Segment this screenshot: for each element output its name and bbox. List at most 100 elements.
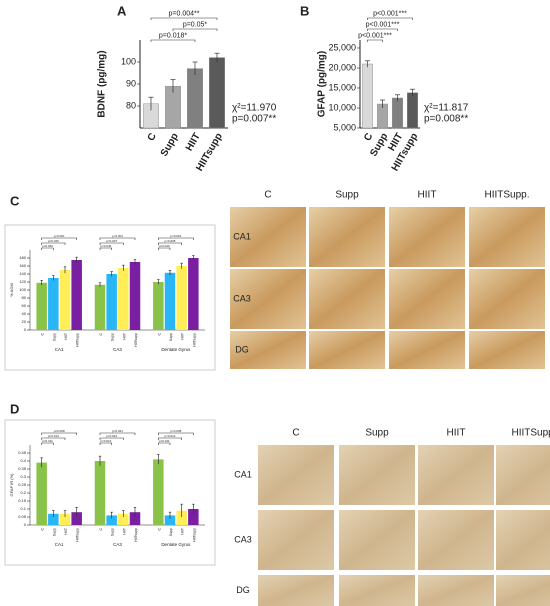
x-tick-label: C	[146, 131, 159, 143]
y-axis-label: GFAP IR (%)	[9, 473, 14, 497]
significance-bracket	[41, 237, 77, 240]
annotation: p=0.040	[159, 244, 170, 248]
row-label: DG	[236, 585, 250, 595]
x-tick-label: C	[99, 528, 103, 531]
y-tick-label: 0.3	[20, 474, 26, 479]
micrograph	[309, 331, 385, 369]
significance-bracket	[158, 242, 182, 245]
y-tick-label: 80	[22, 295, 27, 300]
annotation: p<0.001	[112, 234, 123, 238]
significance-bracket	[41, 242, 66, 245]
row-label: CA1	[233, 231, 251, 241]
bar	[59, 513, 71, 525]
panel-label: A	[117, 3, 127, 18]
significance-bracket	[158, 442, 171, 445]
micrograph	[389, 207, 465, 267]
annotation: p=0.011	[159, 439, 170, 443]
annotation: p<0.001***	[366, 22, 400, 29]
x-tick-label: Supp	[52, 528, 56, 536]
y-axis-label: % AOM	[9, 283, 14, 297]
bar	[153, 282, 164, 330]
column-label: HIIT	[447, 428, 466, 439]
bar	[187, 68, 203, 129]
bar	[164, 515, 176, 525]
significance-bracket	[41, 247, 54, 250]
x-tick-label: HIITsupp	[134, 528, 138, 542]
y-tick-label: 0.2	[20, 490, 26, 495]
significance-bracket	[172, 28, 218, 31]
micrograph	[389, 331, 465, 369]
significance-bracket	[99, 437, 124, 440]
bar	[188, 258, 199, 330]
y-axis-label: GFAP (pg/mg)	[317, 51, 328, 117]
bar	[362, 63, 373, 129]
bar	[94, 461, 106, 525]
y-tick-label: 15,000	[328, 82, 356, 92]
micrograph	[258, 510, 334, 570]
column-label: Supp	[335, 190, 359, 201]
y-tick-label: 100	[19, 287, 26, 292]
x-tick-label: HIIT	[64, 527, 68, 534]
y-tick-label: 0	[24, 522, 27, 527]
bar	[176, 266, 187, 330]
x-tick-label: HIIT	[181, 332, 185, 339]
x-tick-label: Supp	[111, 333, 115, 341]
bar	[71, 260, 82, 330]
row-label: DG	[235, 344, 249, 354]
panel-label: B	[300, 3, 309, 18]
x-tick-label: Supp	[159, 131, 181, 158]
x-tick-label: Supp	[52, 333, 56, 341]
x-tick-label: Supp	[169, 333, 173, 341]
y-tick-label: 0.25	[18, 482, 27, 487]
annotation: p=0.013	[100, 439, 111, 443]
annotation: p=0.024	[106, 434, 117, 438]
x-tick-label: HIIT	[122, 527, 126, 534]
bar	[209, 57, 225, 129]
stat-text: p=0.008**	[424, 114, 468, 125]
significance-bracket	[41, 442, 54, 445]
column-label: C	[292, 428, 299, 439]
group-label: CA1	[55, 542, 64, 547]
x-tick-label: C	[157, 333, 161, 336]
y-tick-label: 140	[19, 271, 26, 276]
bar	[176, 510, 187, 525]
micrograph	[339, 575, 415, 606]
micrograph	[469, 207, 545, 267]
bar	[407, 92, 418, 129]
x-tick-label: HIITsupp	[76, 528, 80, 542]
annotation: p<0.001	[54, 234, 65, 238]
annotation: p=0.007	[106, 239, 117, 243]
bar	[94, 284, 106, 330]
significance-bracket	[41, 432, 77, 435]
stat-text: χ²=11.817	[424, 103, 469, 114]
y-tick-label: 0.45	[18, 450, 27, 455]
bar	[48, 513, 59, 525]
annotation: p=0.005	[165, 239, 176, 243]
significance-bracket	[99, 237, 136, 240]
bar	[106, 515, 117, 525]
row-label: CA3	[233, 293, 251, 303]
significance-bracket	[158, 437, 182, 440]
x-tick-label: C	[41, 333, 45, 336]
bar	[118, 513, 129, 525]
significance-bracket	[367, 39, 383, 42]
bar	[36, 282, 47, 330]
bar	[71, 512, 82, 525]
x-tick-label: HIITsupp	[192, 333, 196, 347]
bar	[153, 459, 164, 525]
y-tick-label: 0	[24, 327, 27, 332]
annotation: p<0.001	[170, 234, 181, 238]
micrograph	[230, 331, 306, 369]
y-axis-label: BDNF (pg/mg)	[97, 50, 108, 117]
bar	[392, 97, 403, 129]
micrograph	[339, 510, 415, 570]
y-tick-label: 120	[19, 279, 26, 284]
bar	[59, 270, 71, 330]
y-tick-label: 90	[126, 78, 136, 88]
x-tick-label: C	[362, 131, 375, 143]
significance-bracket	[158, 237, 194, 240]
annotation: p<0.001***	[373, 11, 407, 18]
significance-bracket	[150, 39, 196, 42]
x-tick-label: Supp	[111, 528, 115, 536]
micrograph	[389, 269, 465, 329]
